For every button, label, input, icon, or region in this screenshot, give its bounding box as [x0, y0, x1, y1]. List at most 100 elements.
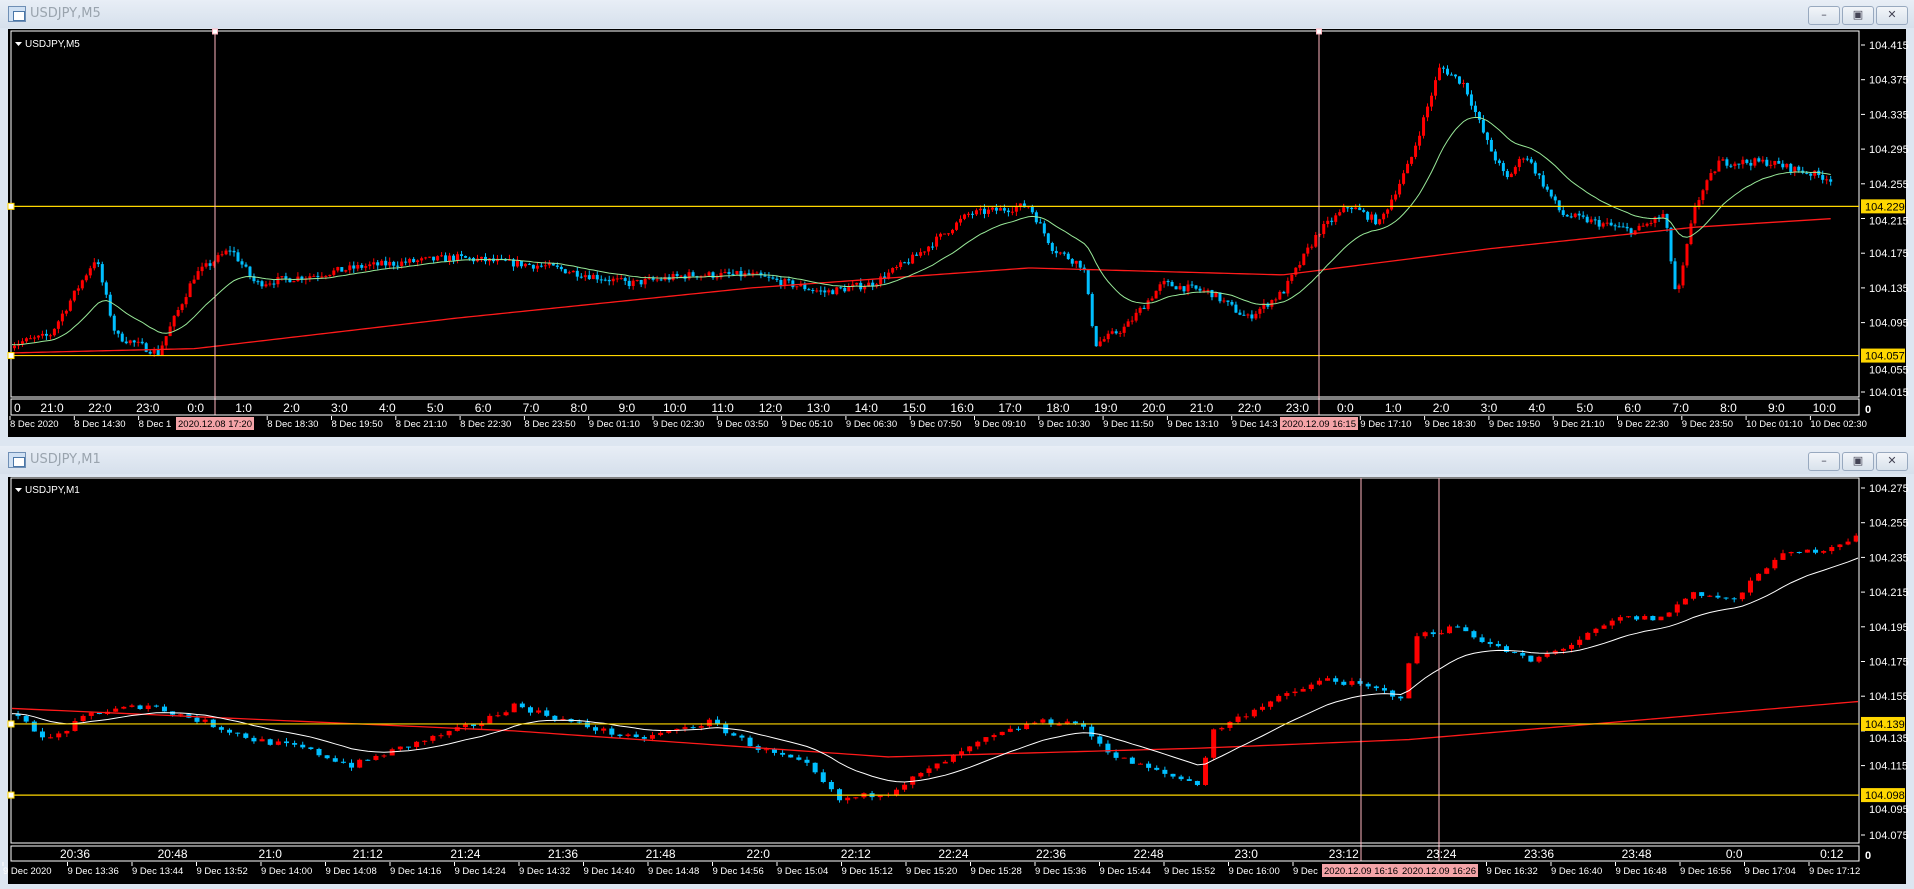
price-label: 104.139 [1865, 719, 1905, 731]
candle-body [1298, 264, 1302, 268]
candle-body [1178, 776, 1184, 780]
vertical-line-handle[interactable] [212, 28, 218, 35]
candle [535, 261, 539, 273]
candle [1685, 243, 1689, 268]
close-button[interactable]: ✕ [1876, 452, 1908, 471]
candle [1422, 114, 1426, 139]
candle-body [1410, 156, 1414, 164]
candle [1681, 262, 1685, 289]
date-label: 8 Dec 14:30 [74, 419, 125, 430]
candle [1094, 325, 1098, 347]
candle-body [80, 715, 86, 722]
horizontal-line-handle[interactable] [7, 352, 15, 360]
date-label: 9 Dec 17:10 [1360, 419, 1411, 430]
window-titlebar-m1[interactable]: USDJPY,M1 – ▣ ✕ [0, 446, 1914, 474]
candle-body [931, 246, 935, 248]
candle-body [779, 279, 783, 286]
candle-body [1509, 173, 1513, 178]
price-label-box [1861, 348, 1905, 363]
candle [1705, 179, 1709, 195]
hour-label: 11:0 [711, 401, 734, 415]
candle-body [129, 705, 135, 707]
candle [539, 262, 543, 268]
candle-body [316, 275, 320, 277]
candle-body [1617, 226, 1621, 228]
candle-body [1262, 303, 1266, 309]
candle-body [962, 214, 966, 219]
candle-body [1825, 179, 1829, 181]
candle [1174, 285, 1178, 290]
candle [1210, 289, 1214, 301]
candle [487, 713, 493, 724]
minimize-button[interactable]: – [1808, 6, 1840, 25]
candle [1438, 63, 1442, 81]
candle [619, 274, 623, 280]
candle-body [639, 279, 643, 285]
window-titlebar-m5[interactable]: USDJPY,M5 – ▣ ✕ [0, 0, 1914, 28]
candle-body [902, 784, 908, 790]
candle [511, 702, 517, 713]
vertical-line-handle[interactable] [1316, 28, 1322, 35]
candle-body [1469, 94, 1473, 106]
candle-body [308, 747, 314, 749]
candle [1753, 157, 1757, 168]
candle-body [1030, 206, 1034, 213]
candle [1203, 756, 1209, 786]
candle [649, 731, 655, 742]
close-button[interactable]: ✕ [1876, 6, 1908, 25]
candle-body [679, 275, 683, 277]
horizontal-line-handle[interactable] [7, 720, 15, 728]
candle [783, 277, 787, 290]
candle-body [1190, 284, 1194, 286]
restore-button[interactable]: ▣ [1842, 452, 1874, 471]
horizontal-line-handle[interactable] [7, 202, 15, 210]
candle-body [1557, 200, 1561, 211]
candle [48, 333, 52, 340]
candle-body [531, 264, 535, 269]
date-label: 9 Dec 15:28 [971, 866, 1022, 877]
price-tick-label: 104.215 [1869, 587, 1909, 599]
candle [527, 262, 531, 266]
candle-body [1553, 196, 1557, 201]
candle [731, 269, 735, 276]
hour-label: 9:0 [618, 401, 635, 415]
candle [567, 270, 571, 275]
candle-body [751, 272, 755, 275]
candle [340, 758, 346, 764]
candle [1102, 336, 1106, 343]
candle [1054, 246, 1058, 258]
candle [519, 260, 523, 269]
chart-shift-marker[interactable]: 0 [1865, 404, 1871, 416]
minimize-button[interactable]: – [1808, 452, 1840, 471]
candle [1366, 210, 1370, 222]
candle-body [400, 261, 404, 267]
dropdown-triangle-icon[interactable] [15, 42, 22, 46]
date-label: 9 Dec 14:56 [713, 866, 764, 877]
candle-body [1014, 206, 1018, 212]
candle-body [895, 267, 899, 269]
candle [1585, 631, 1591, 641]
candle-body [1056, 724, 1062, 726]
candle [815, 287, 819, 293]
horizontal-line-handle[interactable] [7, 791, 15, 799]
date-label: 9 Dec 23:50 [1682, 419, 1733, 430]
candle [1365, 682, 1371, 690]
candle [1414, 632, 1420, 665]
candle [1357, 678, 1363, 686]
plot [12, 63, 1833, 357]
candle-body [1649, 222, 1653, 224]
restore-button[interactable]: ▣ [1842, 6, 1874, 25]
candle-body [184, 297, 188, 305]
chart-shift-marker[interactable]: 0 [1865, 850, 1871, 862]
candle-body [1074, 260, 1078, 264]
candle [1613, 223, 1617, 231]
candle-body [308, 276, 312, 279]
candle-body [1150, 298, 1154, 301]
candle-body [60, 313, 64, 322]
candle-body [1813, 549, 1819, 553]
candle [1386, 208, 1390, 218]
dropdown-triangle-icon[interactable] [15, 488, 22, 492]
candle [312, 273, 316, 277]
candle [20, 338, 24, 347]
candle-body [1292, 691, 1298, 694]
